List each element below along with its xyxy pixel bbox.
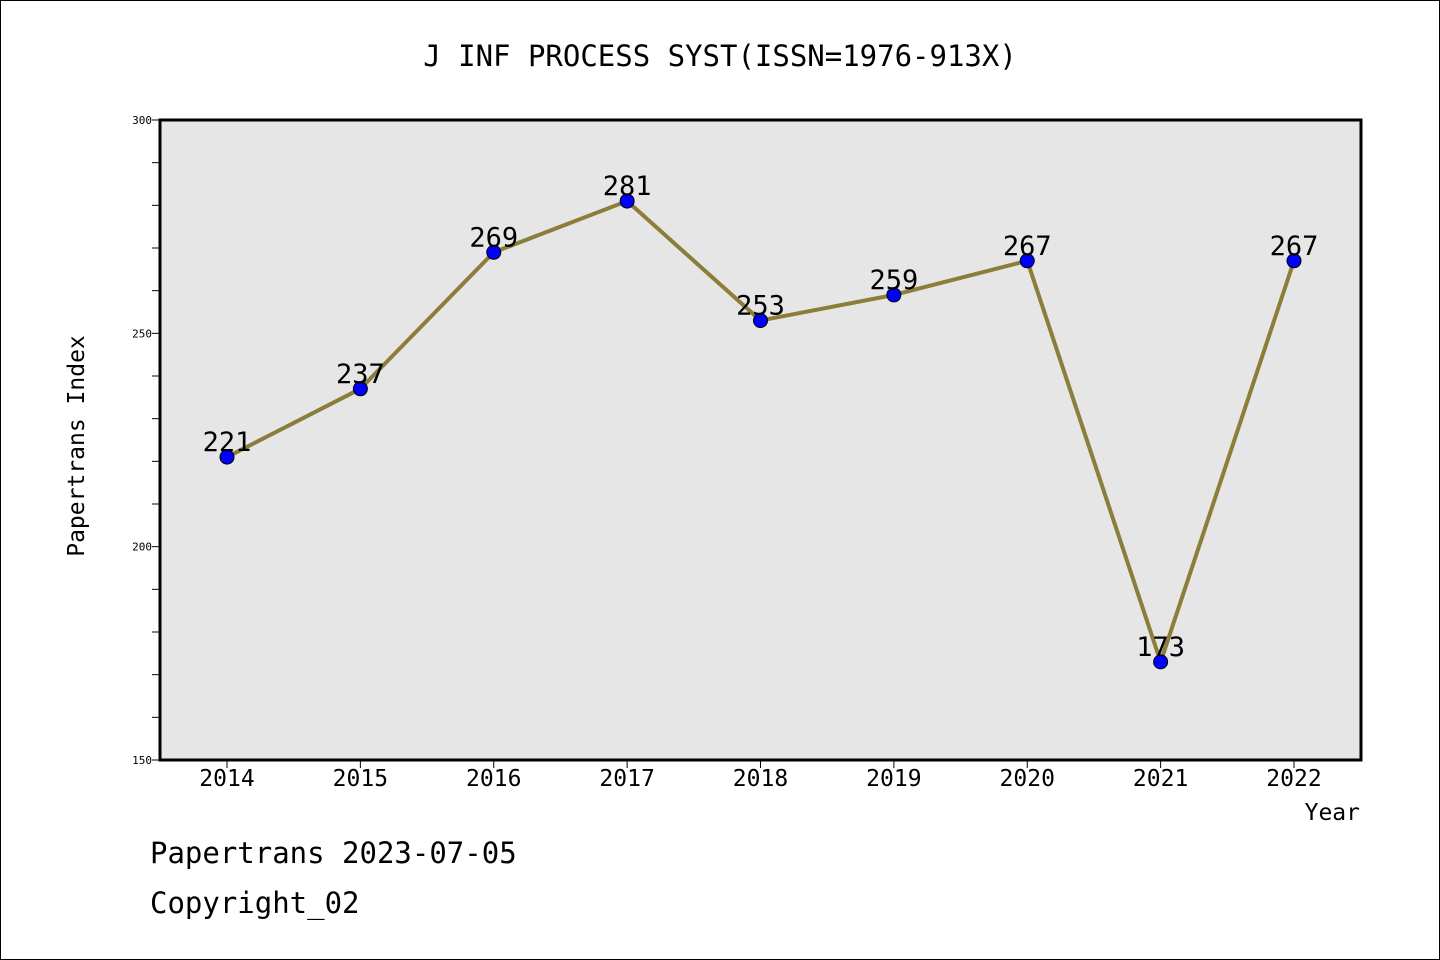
x-axis: 2014 2015 2016 2017 2018 2019 2020 2021 2022 — [199, 760, 1322, 792]
x-axis-label: Year — [1305, 800, 1360, 826]
data-label: 253 — [736, 291, 785, 322]
data-label: 281 — [603, 171, 652, 202]
footer-date: Papertrans 2023-07-05 — [150, 836, 517, 870]
x-tick-label: 2018 — [733, 766, 788, 792]
data-point-marker — [1153, 654, 1169, 670]
data-label: 259 — [869, 265, 918, 296]
data-labels-group: 221 237 269 281 253 259 267 173 267 — [203, 171, 1319, 663]
data-label: 237 — [336, 359, 385, 390]
y-tick-label: 300 — [132, 114, 152, 127]
footer-copyright: Copyright_02 — [150, 886, 360, 920]
chart-title: J INF PROCESS SYST(ISSN=1976-913X) — [423, 39, 1017, 73]
x-tick-label: 2022 — [1266, 766, 1321, 792]
data-point-marker — [1286, 253, 1302, 269]
data-label: 221 — [203, 427, 252, 458]
x-tick-label: 2016 — [466, 766, 521, 792]
data-label: 267 — [1270, 231, 1319, 262]
y-tick-label: 250 — [132, 327, 152, 340]
data-point-marker — [753, 313, 768, 329]
y-axis-label: Papertrans Index — [64, 335, 90, 557]
data-point-marker — [352, 381, 368, 397]
markers-group — [219, 193, 1302, 670]
data-label: 173 — [1136, 632, 1185, 663]
data-point-marker — [486, 244, 502, 260]
y-axis: 150 200 250 300 — [132, 114, 160, 767]
y-tick-label: 150 — [132, 754, 152, 767]
data-label: 269 — [469, 222, 518, 253]
data-point-marker — [886, 287, 902, 303]
x-tick-label: 2017 — [599, 766, 654, 792]
y-tick-label: 200 — [132, 541, 152, 554]
x-tick-label: 2021 — [1133, 766, 1188, 792]
data-label: 267 — [1003, 231, 1052, 262]
data-point-marker — [619, 193, 635, 209]
data-point-marker — [219, 449, 235, 465]
data-point-marker — [1019, 253, 1035, 269]
x-tick-label: 2020 — [1000, 766, 1055, 792]
x-tick-label: 2014 — [199, 766, 254, 792]
plot-area — [158, 118, 1363, 762]
x-tick-label: 2015 — [333, 766, 388, 792]
x-tick-label: 2019 — [866, 766, 921, 792]
